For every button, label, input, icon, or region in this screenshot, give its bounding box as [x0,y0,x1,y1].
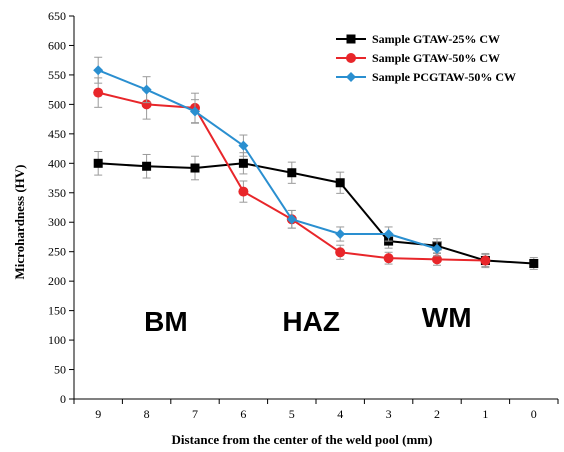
y-tick-label: 600 [48,38,66,52]
x-tick-label: 5 [289,407,295,421]
series-line [98,162,534,265]
legend-label: Sample PCGTAW-50% CW [372,70,516,84]
y-tick-label: 50 [54,363,66,377]
data-point [190,163,200,173]
y-tick-label: 0 [60,392,66,406]
x-tick-label: 1 [482,407,488,421]
y-tick-label: 100 [48,333,66,347]
y-tick-label: 350 [48,186,66,200]
region-label-wm: WM [422,302,472,333]
series-line [97,69,438,250]
y-tick-label: 300 [48,215,66,229]
annotations: BM HAZ WM [144,302,471,337]
data-point [529,258,539,268]
series-3 [93,56,442,257]
y-tick-label: 650 [48,9,66,23]
x-tick-label: 2 [434,407,440,421]
legend-item: Sample GTAW-25% CW [336,32,500,46]
y-tick-label: 150 [48,304,66,318]
y-tick-label: 500 [48,97,66,111]
data-point [383,229,394,240]
x-tick-label: 8 [144,407,150,421]
y-tick-label: 200 [48,274,66,288]
data-point [93,87,104,98]
series-1 [93,151,539,270]
data-point [383,253,394,264]
data-point [432,254,442,265]
series-layer [93,56,539,270]
data-point [335,229,346,240]
data-point [142,161,152,171]
data-point [335,178,345,188]
legend-label: Sample GTAW-25% CW [372,32,500,46]
legend-marker [346,34,356,44]
data-point [238,186,249,197]
x-tick-label: 3 [386,407,392,421]
data-point [93,158,103,168]
region-label-bm: BM [144,306,188,337]
legend-item: Sample PCGTAW-50% CW [336,70,516,84]
data-point [190,106,200,117]
data-point [286,214,297,225]
legend-label: Sample GTAW-50% CW [372,51,500,65]
x-axis-title: Distance from the center of the weld poo… [172,432,433,447]
x-tick-label: 4 [337,407,343,421]
x-tick-label: 7 [192,407,198,421]
legend: Sample GTAW-25% CW Sample GTAW-50% CW Samp… [336,32,516,84]
data-point [238,158,248,168]
axes: 0501001502002503003504004505005506006509… [48,9,559,421]
region-label-haz: HAZ [282,306,340,337]
data-point [93,65,104,76]
x-tick-label: 0 [531,407,537,421]
y-axis-title: Microhardness (HV) [12,165,27,280]
data-point [335,247,346,258]
x-tick-label: 6 [240,407,246,421]
data-point [141,99,152,110]
y-tick-label: 450 [48,127,66,141]
y-tick-label: 400 [48,156,66,170]
legend-marker [346,53,356,63]
y-tick-label: 250 [48,245,66,259]
data-point [141,84,152,95]
y-tick-label: 550 [48,68,66,82]
data-point [287,168,297,178]
data-point [432,243,442,254]
legend-marker [346,72,356,82]
legend-item: Sample GTAW-50% CW [336,51,500,65]
data-point [238,140,249,151]
x-tick-label: 9 [95,407,101,421]
data-point [480,255,491,266]
